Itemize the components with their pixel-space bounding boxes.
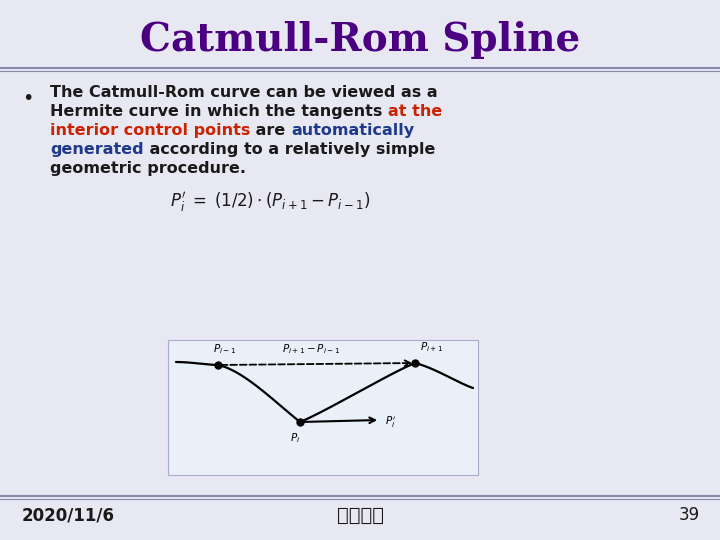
Text: $P_{i-1}$: $P_{i-1}$ [213, 342, 236, 356]
Text: Hermite curve in which the tangents: Hermite curve in which the tangents [50, 104, 388, 119]
Text: interior control points: interior control points [50, 123, 251, 138]
Text: The Catmull-Rom curve can be viewed as a: The Catmull-Rom curve can be viewed as a [50, 85, 438, 100]
Text: $P_i$: $P_i$ [290, 431, 300, 445]
Text: 2020/11/6: 2020/11/6 [22, 506, 115, 524]
Text: $P_{i+1}$: $P_{i+1}$ [420, 340, 444, 354]
Text: 浙江大学: 浙江大学 [336, 505, 384, 524]
Text: according to a relatively simple: according to a relatively simple [143, 142, 435, 157]
Text: are: are [251, 123, 292, 138]
Text: $P_i^{\prime}$: $P_i^{\prime}$ [385, 414, 396, 430]
Text: automatically: automatically [292, 123, 415, 138]
Text: geometric procedure.: geometric procedure. [50, 161, 246, 176]
Text: $P_i^{\prime}\; =\; (1/2) \cdot (P_{i+1} - P_{i-1})$: $P_i^{\prime}\; =\; (1/2) \cdot (P_{i+1}… [170, 190, 370, 214]
Bar [168, 340, 478, 475]
Text: •: • [22, 89, 34, 108]
Text: $P_{i+1} - P_{i-1}$: $P_{i+1} - P_{i-1}$ [282, 342, 341, 356]
Text: at the: at the [388, 104, 442, 119]
Text: generated: generated [50, 142, 143, 157]
Text: 39: 39 [679, 506, 700, 524]
Text: Catmull-Rom Spline: Catmull-Rom Spline [140, 21, 580, 59]
